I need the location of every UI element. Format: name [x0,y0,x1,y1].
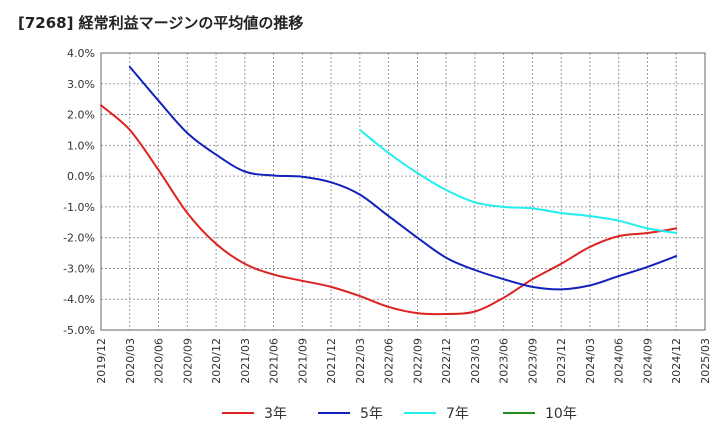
x-tick-label: 2024/09 [641,338,654,384]
y-tick-label: 0.0% [67,170,95,183]
y-tick-label: 2.0% [67,109,95,122]
x-tick-label: 2022/03 [354,338,367,384]
x-tick-label: 2023/09 [526,338,539,384]
x-tick-label: 2020/09 [181,338,194,384]
x-tick-label: 2021/12 [325,338,338,384]
x-tick-label: 2022/12 [440,338,453,384]
y-tick-label: 1.0% [67,139,95,152]
y-tick-label: -1.0% [63,201,95,214]
x-tick-label: 2024/03 [584,338,597,384]
x-tick-label: 2020/06 [153,338,166,384]
legend-label-2: 5年 [360,406,383,422]
x-tick-label: 2024/06 [613,338,626,384]
plot-border [100,52,706,331]
y-tick-label: -3.0% [63,262,95,275]
x-tick-label: 2020/12 [210,338,223,384]
series-layer [100,65,678,316]
x-tick-label: 2023/06 [498,338,511,384]
x-tick-label: 2020/03 [124,338,137,384]
x-tick-label: 2025/03 [699,338,712,384]
series-line-3 [358,128,678,234]
chart-title: [7268] 経常利益マージンの平均値の推移 [18,14,304,32]
x-tick-label: 2023/03 [469,338,482,384]
legend-label-4: 10年 [545,406,577,422]
y-tick-label: -2.0% [63,232,95,245]
legend-label-3: 7年 [446,406,469,422]
grid-layer [100,52,706,331]
series-line-2 [128,65,678,291]
x-tick-label: 2022/09 [411,338,424,384]
legend-label-1: 3年 [264,406,287,422]
y-tick-label: 3.0% [67,78,95,91]
y-tick-label: -4.0% [63,293,95,306]
x-tick-label: 2021/09 [296,338,309,384]
x-tick-label: 2023/12 [555,338,568,384]
x-tick-label: 2024/12 [670,338,683,384]
x-tick-label: 2021/03 [239,338,252,384]
axis-layer: 4.0% 3.0% 2.0% 1.0% 0.0% -1.0% -2.0% -3.0% -4.0%… [63,47,712,384]
series-line-1 [100,104,678,316]
y-tick-label: -5.0% [63,324,95,337]
x-tick-label: 2021/06 [268,338,281,384]
x-tick-label: 2019/12 [95,338,108,384]
legend-layer: 3年 5年 7年 10年 [222,406,577,422]
y-tick-label: 4.0% [67,47,95,60]
x-tick-label: 2022/06 [383,338,396,384]
